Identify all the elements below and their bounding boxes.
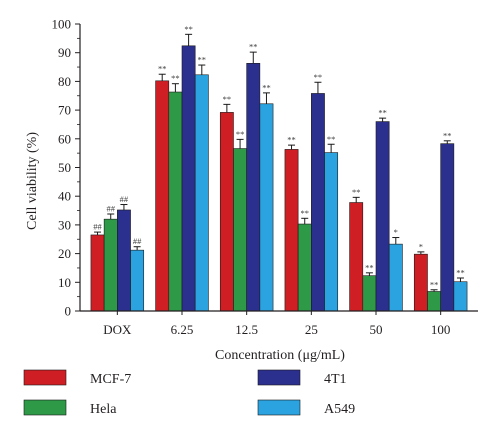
significance-label: ##	[106, 203, 115, 213]
y-tick-labels: 0 10 20 30 40 50 60 70 80 90 100	[52, 17, 72, 319]
significance-label: **	[262, 82, 271, 92]
significance-label: ##	[93, 222, 102, 232]
axes	[75, 23, 478, 315]
bar-a549	[453, 281, 468, 312]
bar-hela	[427, 291, 441, 312]
legend-item: MCF-7	[23, 369, 131, 387]
y-tick-label: 80	[58, 74, 71, 89]
significance-label: **	[287, 135, 296, 145]
significance-label: **	[198, 55, 207, 65]
y-tick-label: 40	[58, 189, 71, 204]
x-axis-title: Concentration (μg/mL)	[215, 348, 345, 363]
legend-label: A549	[324, 402, 355, 417]
bar-hela	[168, 91, 183, 312]
bar-hela	[297, 223, 312, 312]
y-tick-label: 0	[65, 304, 72, 319]
bar-mcf-7	[413, 253, 428, 312]
x-tick-label: 50	[370, 322, 383, 337]
y-tick-label: 100	[52, 17, 72, 32]
significance-label: ##	[120, 194, 129, 204]
x-tick-label: 12.5	[235, 322, 258, 337]
bar-a549	[259, 103, 274, 312]
significance-label: **	[184, 24, 193, 34]
legend-item: 4T1	[257, 369, 347, 387]
bar-hela	[233, 148, 247, 312]
significance-label: **	[223, 94, 232, 104]
y-tick-label: 50	[58, 160, 71, 175]
significance-label: **	[378, 108, 387, 118]
significance-label: ##	[133, 236, 142, 246]
x-tick-label: 25	[305, 322, 318, 337]
bar-a549	[324, 152, 339, 312]
significance-label: *	[394, 227, 398, 237]
significance-label: **	[430, 279, 439, 289]
bar-4t1	[181, 45, 196, 312]
legend-label: Hela	[90, 402, 117, 417]
x-tick-label: 6.25	[171, 322, 194, 337]
legend-label: MCF-7	[90, 372, 131, 387]
significance-label: **	[236, 129, 245, 139]
bar-4t1	[246, 63, 261, 312]
bars-layer: ########********************************…	[90, 24, 468, 312]
x-tick-label: 100	[431, 322, 451, 337]
y-tick-label: 90	[58, 45, 71, 60]
y-axis-title: Cell viability (%)	[25, 132, 40, 230]
significance-label: **	[443, 130, 452, 140]
y-tick-label: 10	[58, 275, 71, 290]
significance-label: **	[300, 208, 309, 218]
x-tick-labels: DOX 6.25 12.5 25 50 100	[103, 322, 450, 337]
bar-4t1	[311, 93, 325, 312]
legend: MCF-7 Hela 4T1 A549	[23, 369, 355, 417]
y-tick-label: 30	[58, 217, 71, 232]
bar-4t1	[440, 143, 455, 312]
legend-swatch	[23, 399, 67, 416]
bar-mcf-7	[219, 112, 234, 312]
y-tick-label: 70	[58, 103, 71, 118]
legend-swatch	[23, 369, 67, 386]
bar-mcf-7	[155, 80, 170, 312]
legend-swatch	[257, 399, 301, 416]
significance-label: **	[249, 42, 258, 52]
bar-4t1	[375, 121, 390, 312]
bar-a549	[130, 249, 145, 312]
y-tick-label: 60	[58, 131, 71, 146]
significance-label: **	[352, 187, 361, 197]
legend-item: Hela	[23, 399, 117, 417]
bar-a549	[388, 243, 403, 312]
bar-hela	[362, 275, 377, 312]
significance-label: **	[456, 267, 465, 277]
legend-item: A549	[257, 399, 355, 417]
significance-label: *	[419, 241, 423, 251]
significance-label: **	[314, 72, 323, 82]
bar-4t1	[117, 209, 131, 312]
significance-label: **	[158, 64, 167, 74]
legend-swatch	[257, 369, 301, 386]
legend-label: 4T1	[324, 372, 347, 387]
bar-a549	[194, 74, 209, 312]
bar-mcf-7	[349, 202, 364, 312]
y-tick-label: 20	[58, 246, 71, 261]
bar-hela	[103, 218, 118, 312]
bar-mcf-7	[284, 149, 299, 312]
significance-label: **	[365, 262, 374, 272]
significance-label: **	[171, 73, 180, 83]
significance-label: **	[327, 134, 336, 144]
x-tick-label: DOX	[103, 322, 132, 337]
bar-mcf-7	[90, 234, 105, 312]
